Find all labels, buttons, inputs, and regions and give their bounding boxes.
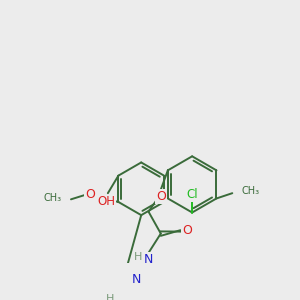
Text: H: H — [106, 294, 114, 300]
Text: OH: OH — [97, 196, 115, 208]
Text: N: N — [144, 254, 153, 266]
Text: N: N — [131, 273, 141, 286]
Text: O: O — [156, 190, 166, 203]
Text: CH₃: CH₃ — [241, 185, 259, 196]
Text: O: O — [85, 188, 95, 201]
Text: Cl: Cl — [186, 188, 198, 201]
Text: CH₃: CH₃ — [43, 194, 61, 203]
Text: O: O — [182, 224, 192, 237]
Text: H: H — [134, 252, 142, 262]
